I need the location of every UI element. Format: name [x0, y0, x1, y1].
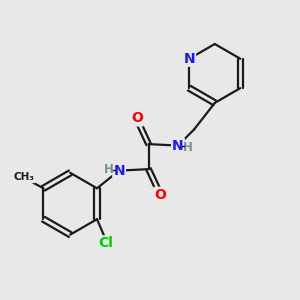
Text: N: N [184, 52, 195, 66]
Text: O: O [131, 112, 143, 125]
Text: Cl: Cl [98, 236, 113, 250]
Text: H: H [104, 163, 114, 176]
Text: N: N [172, 139, 184, 153]
Text: CH₃: CH₃ [13, 172, 34, 182]
Text: N: N [113, 164, 125, 178]
Text: H: H [183, 141, 193, 154]
Text: O: O [154, 188, 166, 202]
